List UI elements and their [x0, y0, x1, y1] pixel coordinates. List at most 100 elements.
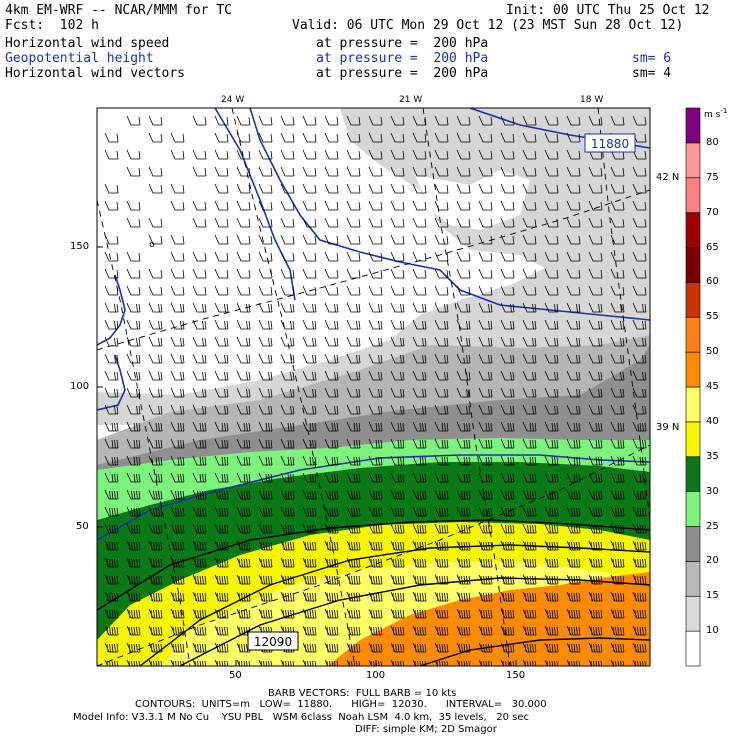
wind-barb: [346, 438, 361, 449]
wind-barb: [126, 557, 141, 568]
wind-barb: [434, 336, 449, 347]
wind-barb: [258, 438, 273, 449]
wind-barb: [236, 421, 251, 432]
wind-barb: [456, 132, 471, 143]
wind-barb: [346, 353, 361, 364]
wind-barb: [170, 591, 185, 602]
wind-barb: [610, 370, 625, 381]
colorbar-level-label: 45: [706, 381, 719, 392]
wind-barb: [522, 319, 537, 330]
wind-barb: [412, 251, 427, 262]
wind-barb: [500, 642, 515, 653]
y-tick-label: 50: [76, 521, 89, 532]
wind-barb: [434, 489, 449, 500]
wind-barb: [148, 557, 163, 568]
wind-barb: [214, 251, 229, 262]
wind-barb: [588, 183, 603, 194]
wind-barb: [126, 336, 141, 347]
wind-barb: [302, 421, 317, 432]
colorbar-level-label: 25: [706, 520, 719, 532]
wind-barb: [368, 557, 383, 568]
wind-barb: [214, 217, 229, 228]
wind-barb: [126, 387, 141, 398]
wind-barb: [456, 523, 471, 534]
wind-barb: [434, 523, 449, 534]
wind-barb: [280, 659, 295, 666]
wind-barb: [500, 251, 515, 262]
wind-barb: [170, 608, 185, 619]
wind-barb: [500, 438, 515, 449]
wind-barb: [324, 353, 339, 364]
wind-barb: [170, 319, 185, 330]
wind-barb: [368, 302, 383, 313]
wind-barb: [522, 387, 537, 398]
wind-barb: [280, 506, 295, 517]
wind-barb: [522, 200, 537, 211]
wind-barb: [170, 557, 185, 568]
wind-barb: [148, 302, 163, 313]
wind-barb: [544, 149, 559, 160]
wind-barb: [610, 659, 625, 666]
wind-barb: [544, 319, 559, 330]
wind-barb: [610, 506, 625, 517]
wind-barb: [456, 200, 471, 211]
wind-barb: [170, 472, 185, 483]
wind-barb: [368, 370, 383, 381]
wind-barb: [368, 149, 383, 160]
wind-barb: [258, 183, 273, 194]
wind-barb: [346, 404, 361, 415]
wind-barb: [148, 115, 163, 126]
wind-barb: [478, 472, 493, 483]
wind-barb: [170, 506, 185, 517]
wind-barb: [500, 302, 515, 313]
wind-barb: [632, 217, 647, 228]
wind-barb: [544, 557, 559, 568]
wind-barb: [214, 336, 229, 347]
wind-barb: [478, 200, 493, 211]
wind-barb: [566, 149, 581, 160]
wind-barb: [522, 404, 537, 415]
wind-barb: [368, 132, 383, 143]
wind-barb: [280, 200, 295, 211]
wind-barb: [500, 149, 515, 160]
wind-barb: [324, 625, 339, 636]
contour-label-box: [584, 133, 636, 153]
field-name: Horizontal wind speed: [5, 36, 170, 51]
wind-barb: [390, 268, 405, 279]
wind-barb: [632, 200, 647, 211]
wind-barb: [368, 183, 383, 194]
wind-barb: [324, 659, 339, 666]
wind-barb: [258, 234, 273, 245]
wind-barb: [104, 302, 119, 313]
wind-barb: [412, 455, 427, 466]
wind-barb: [170, 455, 185, 466]
wind-barb: [258, 217, 273, 228]
wind-barb: [610, 574, 625, 585]
wind-barb: [434, 319, 449, 330]
wind-barb: [346, 642, 361, 653]
wind-barb: [566, 336, 581, 347]
wind-barb: [192, 404, 207, 415]
wind-barb: [610, 183, 625, 194]
wind-barb: [390, 166, 405, 177]
wind-barb: [214, 132, 229, 143]
wind-barb: [258, 489, 273, 500]
wind-barb: [544, 183, 559, 194]
wind-barb: [456, 421, 471, 432]
wind-barb: [434, 200, 449, 211]
wind-barb: [236, 574, 251, 585]
wind-barb: [192, 659, 207, 666]
wind-barb: [280, 319, 295, 330]
wind-barb: [610, 387, 625, 398]
wind-barb: [126, 438, 141, 449]
wind-barb: [214, 302, 229, 313]
wind-barb: [324, 540, 339, 551]
wind-barb: [280, 302, 295, 313]
wind-barb: [280, 387, 295, 398]
wind-barb: [236, 183, 251, 194]
wind-barb: [324, 404, 339, 415]
colorbar-level-label: 20: [706, 555, 719, 567]
wind-barb: [346, 166, 361, 177]
wind-barb: [280, 370, 295, 381]
wind-barb: [456, 472, 471, 483]
